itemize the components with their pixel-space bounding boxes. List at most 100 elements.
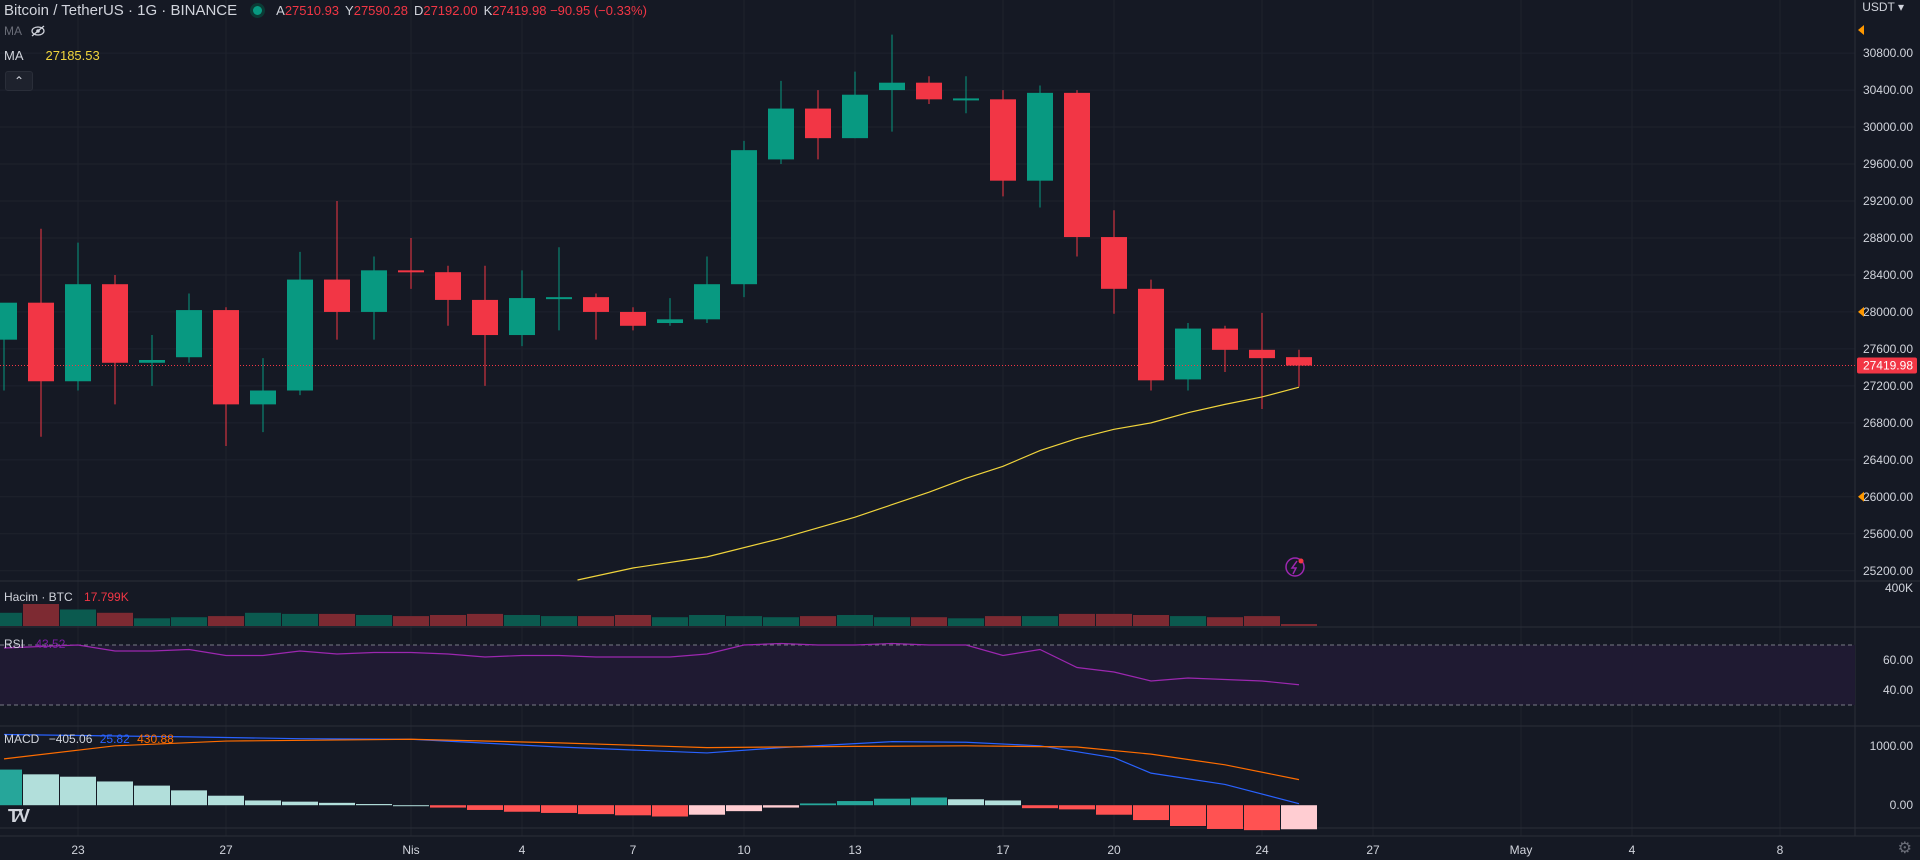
macd-histogram-bar [541, 805, 577, 813]
price-tick-label: 27600.00 [1863, 342, 1913, 356]
volume-bar [689, 615, 725, 626]
volume-bar [208, 616, 244, 626]
rsi-line [3, 642, 1300, 686]
candle-body [361, 270, 387, 312]
price-alert-marker [1858, 25, 1864, 35]
price-tick-label: 28800.00 [1863, 231, 1913, 245]
volume-bar [0, 612, 22, 626]
symbol-title[interactable]: Bitcoin / TetherUS · 1G · BINANCE [4, 1, 238, 19]
price-tick-label: 30400.00 [1863, 83, 1913, 97]
currency-label: USDT [1862, 0, 1895, 14]
volume-pane-title: Hacim · BTC 17.799K [4, 590, 129, 604]
volume-bar [1244, 616, 1280, 626]
rsi-label[interactable]: RSI [4, 637, 25, 651]
candle-body [102, 284, 128, 363]
price-tick-label: 30800.00 [1863, 46, 1913, 60]
macd-label[interactable]: MACD [4, 732, 40, 746]
volume-bar [134, 618, 170, 626]
symbol-header: Bitcoin / TetherUS · 1G · BINANCE A 27510… [4, 0, 653, 20]
ma-label[interactable]: MA [4, 48, 24, 63]
candle-body [324, 279, 350, 312]
macd-histogram-bar [985, 800, 1021, 806]
macd-histogram-bar [948, 799, 984, 806]
candle-body [953, 98, 979, 101]
candle-body [435, 272, 461, 300]
eye-off-icon[interactable] [30, 24, 46, 38]
alert-bolt-glyph [1290, 560, 1298, 575]
candle-body [546, 297, 572, 300]
chevron-up-icon: ⌃ [13, 74, 25, 88]
time-tick-label: 10 [737, 843, 751, 857]
volume-bar [837, 615, 873, 626]
indicator-ma-row: MA 27185.53 [4, 48, 100, 63]
currency-selector[interactable]: USDT ▾ [1862, 0, 1904, 14]
time-tick-label: 4 [1629, 843, 1636, 857]
rsi-value: 43.52 [35, 637, 66, 651]
time-tick-label: 24 [1255, 843, 1269, 857]
macd-tick-label: 1000.00 [1870, 739, 1914, 753]
candle-body [1286, 357, 1312, 366]
candle-body [472, 299, 498, 336]
volume-bar [282, 613, 318, 626]
macd-histogram-bar [504, 805, 540, 812]
tradingview-logo-icon[interactable]: T⁄V [8, 806, 30, 826]
volume-bar [578, 616, 614, 626]
volume-bar [874, 617, 910, 626]
volume-tick-label: 400K [1885, 581, 1913, 595]
collapse-indicators-button[interactable]: ⌃ [5, 71, 33, 91]
macd-histogram-bar [0, 769, 22, 806]
macd-tick-label: 0.00 [1890, 798, 1914, 812]
volume-bar [430, 615, 466, 626]
price-tick-label: 29200.00 [1863, 194, 1913, 208]
macd-histogram-bar [689, 805, 725, 815]
candle-body [287, 279, 313, 391]
macd-histogram-bar [134, 785, 170, 806]
volume-bar [1096, 613, 1132, 626]
volume-value: 17.799K [84, 590, 129, 604]
macd-histogram-bar [652, 805, 688, 817]
macd-histogram-bar [726, 805, 762, 812]
rsi-pane-title: RSI 43.52 [4, 637, 65, 651]
candle-body [398, 270, 424, 273]
candle-body [768, 108, 794, 160]
macd-histogram-bar [282, 801, 318, 806]
macd-histogram-bar [393, 805, 429, 807]
gear-icon[interactable]: ⚙ [1897, 840, 1912, 857]
candle-body [176, 310, 202, 358]
volume-bar [171, 617, 207, 626]
volume-bar [1281, 624, 1317, 626]
price-tick-label: 26800.00 [1863, 416, 1913, 430]
volume-bar [356, 615, 392, 626]
macd-histogram-bar [1133, 805, 1169, 821]
ma-hidden-label: MA [4, 24, 22, 38]
candle-body [213, 310, 239, 405]
candle-body [250, 390, 276, 405]
candle-body [1212, 328, 1238, 350]
price-tick-label: 28000.00 [1863, 305, 1913, 319]
macd-histogram-bar [23, 774, 59, 806]
volume-bar [726, 616, 762, 626]
price-tick-label: 30000.00 [1863, 120, 1913, 134]
time-tick-label: 13 [848, 843, 862, 857]
last-price-tag-label: 27419.98 [1863, 359, 1913, 373]
volume-bar [1207, 617, 1243, 626]
macd-histogram-bar [356, 804, 392, 806]
macd-histogram-bar [837, 801, 873, 806]
macd-histogram-bar [467, 805, 503, 810]
candle-body [65, 284, 91, 382]
time-tick-label: 27 [219, 843, 233, 857]
macd-signal-value: 430.88 [137, 732, 174, 746]
ohlc-open-value: 27510.93 [284, 2, 340, 18]
volume-bar [985, 616, 1021, 626]
price-tick-label: 27200.00 [1863, 379, 1913, 393]
macd-histogram-bar [171, 790, 207, 806]
volume-bar [615, 615, 651, 626]
macd-histogram-bar [208, 795, 244, 806]
macd-histogram-bar [1207, 805, 1243, 829]
volume-label[interactable]: Hacim · BTC [4, 590, 73, 604]
candle-body [731, 150, 757, 285]
chevron-down-icon: ▾ [1894, 0, 1904, 14]
macd-histogram-bar [874, 798, 910, 806]
ma-line [577, 386, 1300, 581]
